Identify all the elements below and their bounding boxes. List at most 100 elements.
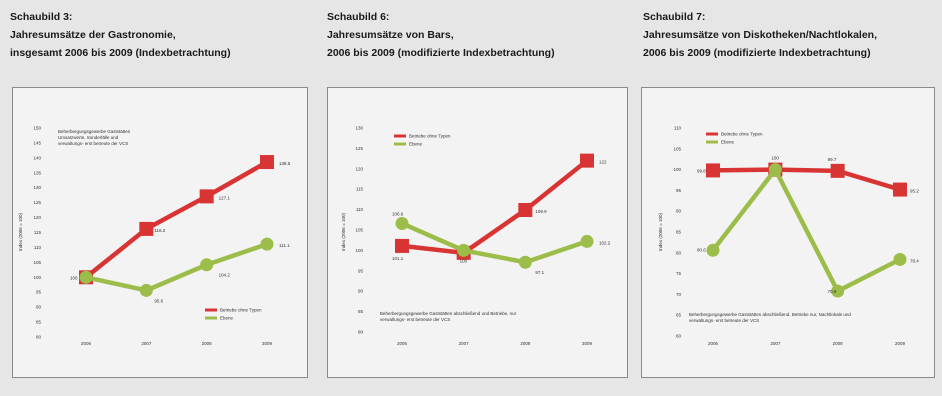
- data-point-green: [395, 216, 409, 230]
- y-tick-label: 85: [676, 230, 682, 235]
- y-tick-label: 110: [356, 207, 364, 212]
- y-tick-label: 150: [33, 126, 41, 131]
- y-tick-label: 90: [676, 209, 682, 214]
- y-axis-label: Index (2006 = 100): [18, 213, 23, 251]
- x-tick-label: 2007: [141, 341, 152, 346]
- y-tick-label: 115: [34, 230, 42, 235]
- y-tick-label: 105: [33, 260, 41, 265]
- x-tick-label: 2006: [81, 341, 92, 346]
- legend-label: Ebene: [409, 142, 423, 147]
- data-label: 100: [70, 275, 78, 280]
- data-point-red: [199, 189, 214, 204]
- y-tick-label: 95: [358, 268, 364, 273]
- y-tick-label: 60: [676, 334, 682, 339]
- data-label: 100: [460, 258, 468, 263]
- data-point-red: [518, 203, 533, 218]
- data-point-green: [706, 243, 720, 257]
- y-tick-label: 80: [36, 335, 42, 340]
- data-point-red: [830, 163, 845, 178]
- x-tick-label: 2009: [262, 341, 273, 346]
- chart-note-line: verwaltungs- erst betreute der VCS: [689, 318, 759, 323]
- y-tick-label: 110: [674, 126, 682, 131]
- y-tick-label: 100: [355, 248, 363, 253]
- legend-label: Betriebe ohne Typen: [409, 134, 451, 139]
- x-tick-label: 2009: [895, 341, 906, 346]
- data-point-green: [580, 234, 594, 248]
- chart-note-line: verwaltungs- erst betreute der VCS: [58, 141, 128, 146]
- data-point-green: [831, 284, 845, 298]
- y-tick-label: 105: [355, 228, 363, 233]
- data-point-green: [893, 252, 907, 266]
- data-label: 104.2: [219, 273, 231, 278]
- data-point-red: [139, 221, 154, 236]
- data-point-red: [706, 163, 720, 178]
- chart-panel-7: Schaubild 7: Jahresumsätze von Diskothek…: [641, 0, 942, 396]
- legend-label: Ebene: [220, 316, 234, 321]
- data-point-green: [260, 237, 274, 251]
- data-label: 127.1: [219, 195, 231, 200]
- chart-title: Jahresumsätze der Gastronomie,: [10, 29, 176, 41]
- chart-title: Jahresumsätze von Diskotheken/Nachtlokal…: [643, 29, 877, 41]
- data-label: 102.2: [599, 240, 611, 245]
- y-axis-label: Index (2006 = 100): [658, 213, 663, 251]
- y-tick-label: 80: [676, 250, 682, 255]
- chart-number: Schaubild 3:: [10, 11, 73, 23]
- x-tick-label: 2006: [397, 341, 408, 346]
- y-tick-label: 145: [33, 140, 41, 145]
- x-tick-label: 2008: [833, 341, 844, 346]
- y-axis-label: Index (2006 = 100): [341, 213, 346, 251]
- chart-frame: [12, 87, 308, 378]
- chart-header: Schaubild 3: Jahresumsätze der Gastronom…: [10, 8, 231, 62]
- y-tick-label: 65: [676, 313, 682, 318]
- data-label: 116.2: [154, 228, 165, 233]
- chart-subtitle: insgesamt 2006 bis 2009 (Indexbetrachtun…: [10, 47, 231, 59]
- series-line-red: [712, 167, 901, 192]
- chart-subtitle: 2006 bis 2009 (modifizierte Indexbetrach…: [327, 47, 555, 59]
- y-tick-label: 130: [33, 185, 41, 190]
- chart-panel-6: Schaubild 6: Jahresumsätze von Bars, 200…: [327, 0, 637, 396]
- data-point-red: [395, 238, 409, 253]
- chart-title: Jahresumsätze von Bars,: [327, 29, 454, 41]
- y-tick-label: 75: [676, 271, 682, 276]
- x-tick-label: 2007: [459, 341, 470, 346]
- data-point-green: [200, 258, 214, 272]
- chart-number: Schaubild 6:: [327, 11, 390, 23]
- data-point-red: [260, 155, 274, 170]
- data-label: 101.1: [392, 256, 404, 261]
- series-line-green: [401, 221, 588, 265]
- y-tick-label: 85: [358, 309, 364, 314]
- y-tick-label: 125: [355, 146, 363, 151]
- data-label: 100: [771, 156, 779, 161]
- y-tick-label: 120: [33, 215, 41, 220]
- legend-label: Betriebe ohne Typen: [721, 132, 763, 137]
- y-tick-label: 100: [673, 167, 681, 172]
- y-tick-label: 120: [355, 166, 363, 171]
- y-tick-label: 90: [36, 305, 42, 310]
- series-line-green: [711, 167, 902, 294]
- data-point-green: [457, 243, 471, 257]
- data-point-green: [79, 270, 93, 284]
- data-label: 95.2: [910, 189, 919, 194]
- data-label: 97.1: [535, 270, 544, 275]
- data-point-red: [580, 153, 594, 168]
- y-tick-label: 80: [358, 330, 364, 335]
- y-tick-label: 85: [36, 320, 42, 325]
- data-label: 95.6: [154, 298, 163, 303]
- y-tick-label: 125: [33, 200, 41, 205]
- y-tick-label: 105: [673, 146, 681, 151]
- y-tick-label: 110: [34, 245, 42, 250]
- series-line-green: [85, 242, 268, 293]
- data-label: 80.6: [697, 247, 706, 252]
- data-label: 70.8: [828, 289, 837, 294]
- x-tick-label: 2009: [582, 341, 593, 346]
- chart-subtitle: 2006 bis 2009 (modifizierte Indexbetrach…: [643, 47, 871, 59]
- x-tick-label: 2007: [770, 341, 781, 346]
- chart-note-line: Beherbergungsgewerbe Gaststätten abschli…: [380, 311, 517, 316]
- data-label: 78.4: [910, 258, 919, 263]
- y-tick-label: 130: [355, 126, 363, 131]
- data-point-green: [518, 255, 532, 269]
- data-point-green: [139, 283, 153, 297]
- data-point-red: [893, 182, 907, 197]
- chart-frame: [327, 87, 628, 378]
